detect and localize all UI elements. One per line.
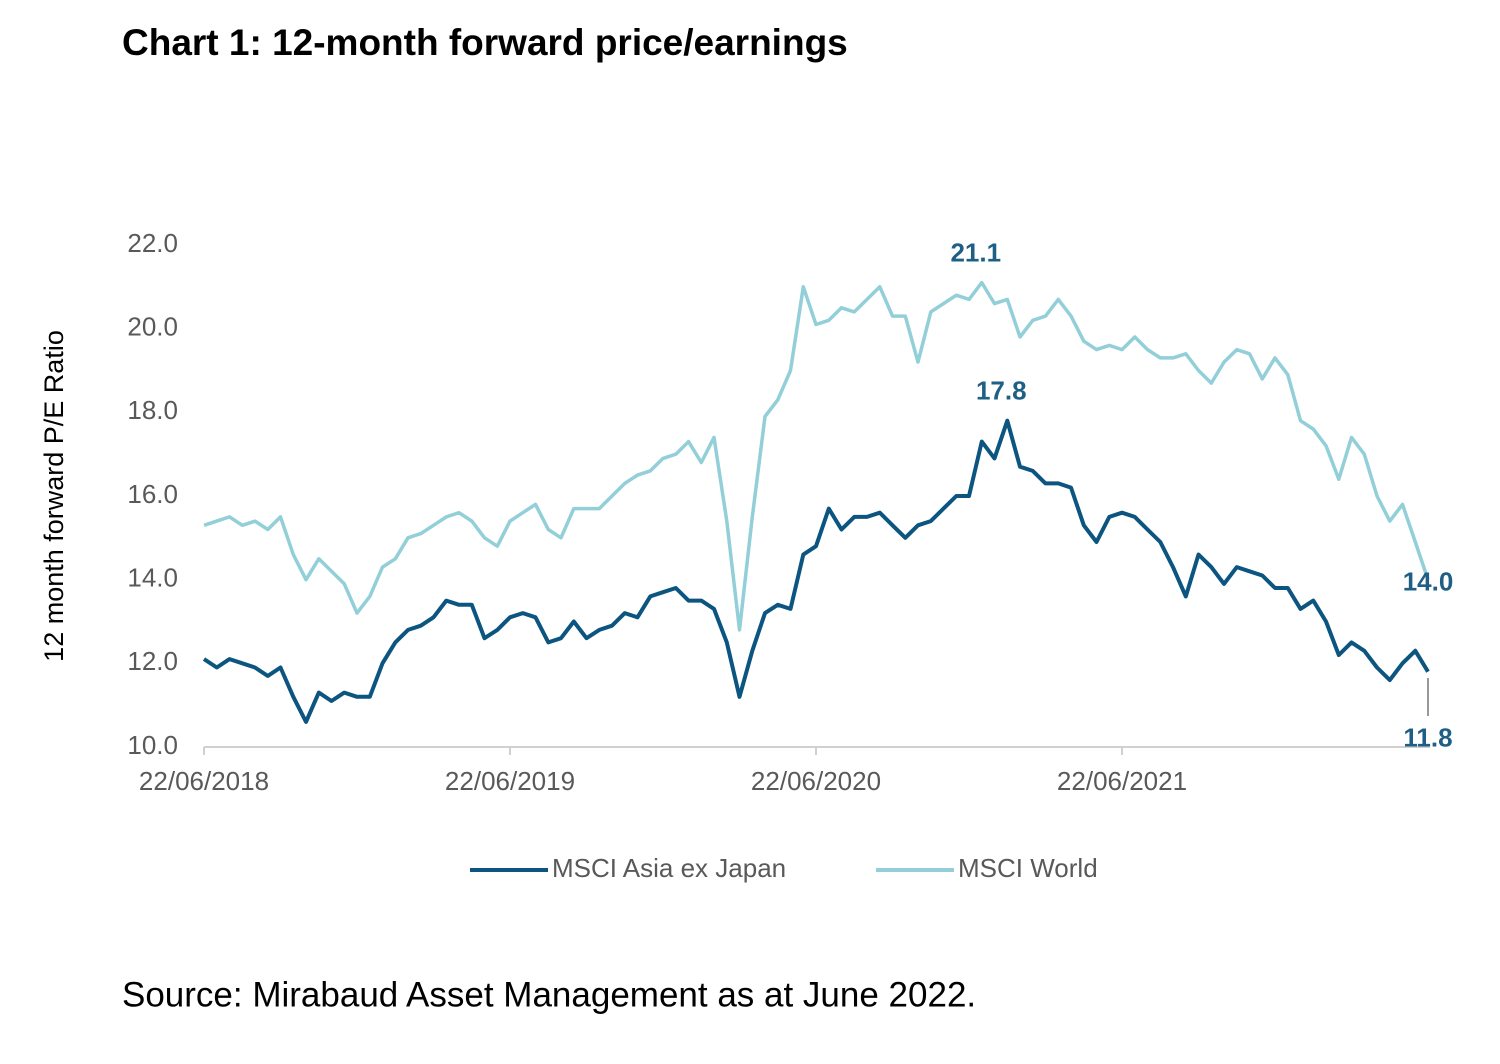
y-tick-label: 18.0 [127,395,178,425]
y-tick-label: 20.0 [127,312,178,342]
y-tick-label: 16.0 [127,479,178,509]
legend-label: MSCI Asia ex Japan [552,853,786,883]
series-line [203,280,1430,632]
y-axis-label: 12 month forward P/E Ratio [39,330,69,662]
source-note: Source: Mirabaud Asset Management as at … [122,975,976,1014]
x-tick-label: 22/06/2018 [139,766,269,796]
data-label: 14.0 [1403,567,1454,597]
chart-title: Chart 1: 12-month forward price/earnings [122,22,848,63]
x-tick-label: 22/06/2019 [445,766,575,796]
data-label: 21.1 [950,238,1001,268]
y-tick-label: 12.0 [127,646,178,676]
x-tick-label: 22/06/2021 [1057,766,1187,796]
data-label: 17.8 [976,376,1027,406]
y-tick-label: 22.0 [127,228,178,258]
data-label: 11.8 [1403,723,1452,753]
y-tick-label: 10.0 [127,730,178,760]
series-line [202,418,1430,724]
legend-label: MSCI World [958,853,1098,883]
y-tick-label: 14.0 [127,563,178,593]
x-tick-label: 22/06/2020 [751,766,881,796]
